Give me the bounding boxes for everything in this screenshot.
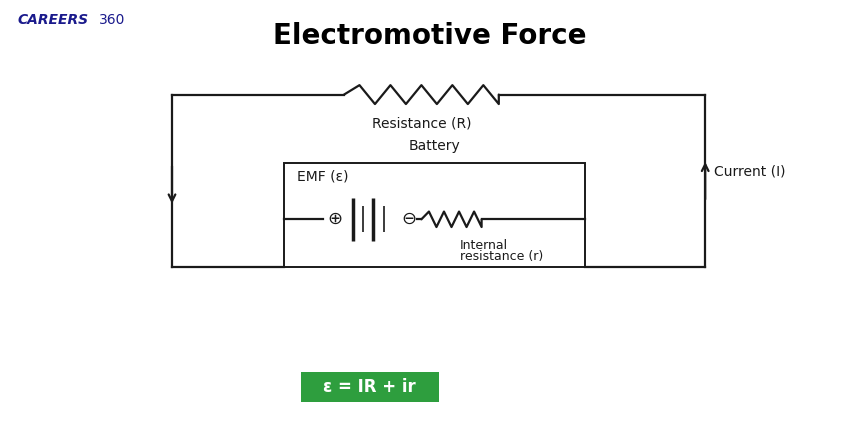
Bar xyxy=(301,372,439,402)
Text: resistance (r): resistance (r) xyxy=(460,250,544,263)
Bar xyxy=(284,163,585,267)
Text: Current (I): Current (I) xyxy=(714,165,785,179)
Text: Resistance (R): Resistance (R) xyxy=(372,116,471,130)
Text: Internal: Internal xyxy=(460,239,508,252)
Text: 360: 360 xyxy=(99,13,126,27)
Text: Electromotive Force: Electromotive Force xyxy=(273,22,587,49)
Text: ⊖: ⊖ xyxy=(401,210,416,228)
Text: ε = IR + ir: ε = IR + ir xyxy=(323,378,416,396)
Text: Battery: Battery xyxy=(408,138,460,153)
Text: ⊕: ⊕ xyxy=(328,210,343,228)
Text: CAREERS: CAREERS xyxy=(17,13,89,27)
Text: EMF (ε): EMF (ε) xyxy=(297,170,348,184)
